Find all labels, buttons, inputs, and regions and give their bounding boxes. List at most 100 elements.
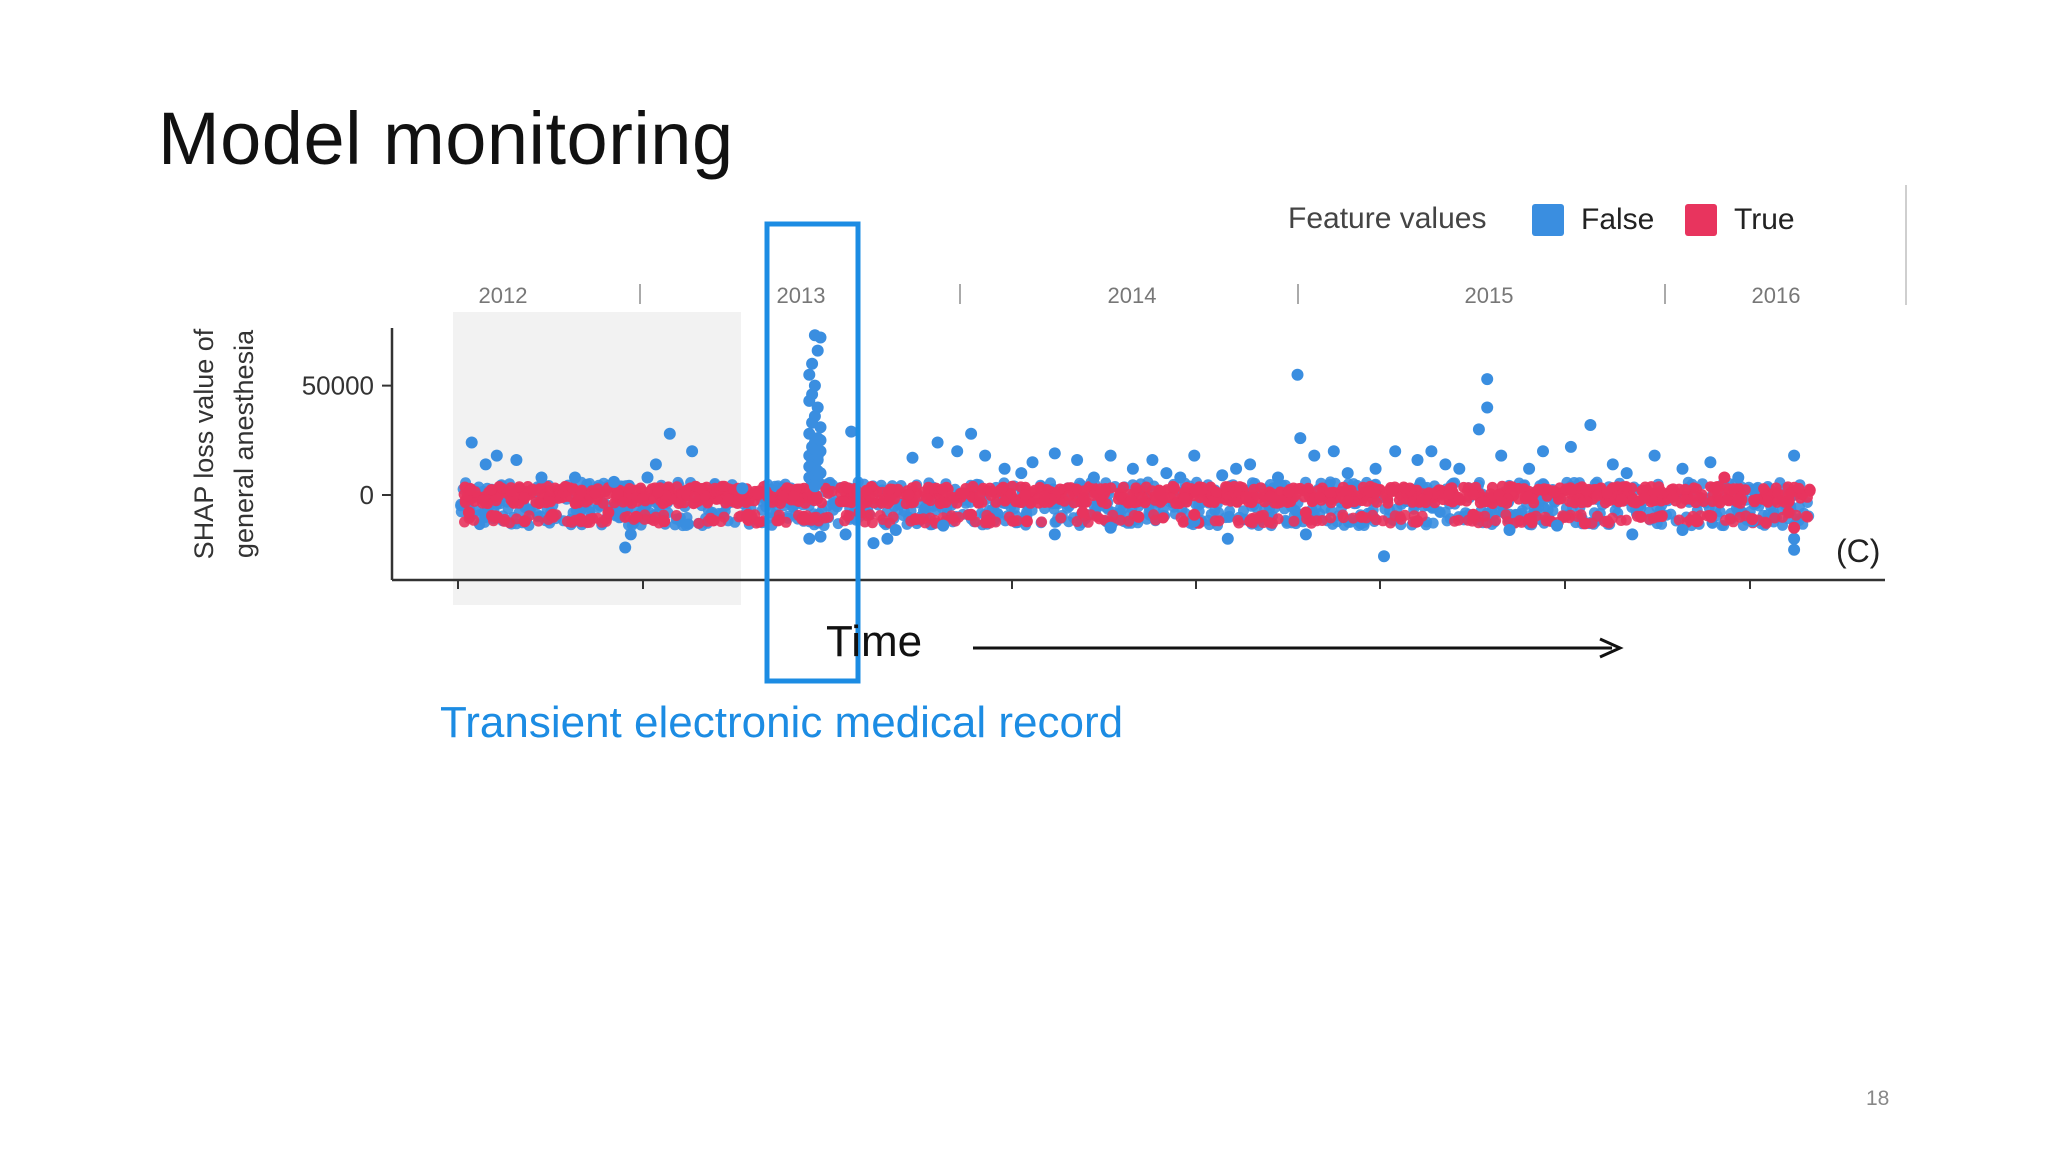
panel-tag: (C) — [1836, 533, 1881, 569]
true-band-point — [1620, 481, 1632, 492]
true-band-point — [1342, 495, 1354, 507]
y-axis-label: SHAP loss value of — [189, 328, 219, 559]
true-band-point — [631, 495, 643, 507]
true-band-point — [1130, 482, 1142, 494]
true-band-point — [990, 516, 1002, 528]
true-band-point — [974, 489, 986, 501]
true-band-point — [777, 490, 789, 502]
false-point — [803, 532, 816, 545]
true-band-point — [1159, 492, 1171, 504]
year-label-2016: 2016 — [1752, 283, 1801, 308]
true-band-point — [569, 498, 581, 510]
true-point — [1718, 471, 1731, 484]
false-point — [1341, 467, 1354, 480]
true-band-point — [1458, 481, 1470, 493]
false-point — [1087, 471, 1100, 484]
false-point — [803, 368, 816, 381]
true-band-point — [1314, 492, 1326, 503]
false-band-point — [1547, 505, 1559, 517]
true-band-point — [716, 480, 728, 492]
true-band-point — [1149, 491, 1161, 503]
true-point — [1523, 513, 1536, 526]
true-band-point — [575, 486, 587, 498]
false-point — [937, 519, 950, 532]
false-point — [1676, 462, 1689, 475]
false-point — [867, 537, 880, 550]
true-band-point — [715, 516, 727, 527]
true-band-point — [1178, 492, 1190, 504]
true-point — [1578, 517, 1591, 530]
y-axis-label: general anesthesia — [229, 329, 259, 558]
true-band-point — [722, 493, 734, 505]
true-band-point — [1080, 496, 1092, 508]
true-band-point — [937, 497, 949, 509]
false-point — [1230, 462, 1243, 475]
true-point — [965, 508, 978, 521]
true-band-point — [859, 516, 871, 528]
true-band-point — [1276, 494, 1287, 506]
false-point — [736, 482, 749, 495]
true-band-point — [807, 512, 819, 524]
true-band-point — [541, 480, 553, 492]
true-band-point — [946, 510, 957, 522]
false-point — [1704, 456, 1717, 469]
true-point — [1467, 508, 1480, 521]
true-point — [602, 506, 615, 519]
true-band-point — [1337, 512, 1349, 524]
true-band-point — [1039, 490, 1050, 502]
true-band-point — [530, 496, 542, 508]
false-point — [1048, 447, 1061, 460]
false-point — [951, 445, 964, 458]
true-band-point — [1468, 489, 1480, 501]
false-band-point — [1289, 504, 1301, 516]
true-band-point — [1363, 486, 1375, 498]
true-band-point — [1010, 496, 1022, 508]
false-point — [965, 427, 978, 440]
false-point — [1564, 440, 1577, 453]
true-point — [490, 510, 503, 523]
true-band-point — [635, 482, 647, 494]
true-band-point — [822, 511, 834, 523]
true-band-point — [566, 482, 578, 494]
true-band-point — [752, 488, 763, 500]
true-band-point — [1761, 495, 1773, 507]
true-band-point — [1615, 493, 1627, 505]
true-point — [909, 513, 922, 526]
false-point — [1327, 445, 1340, 458]
true-band-point — [1231, 496, 1243, 508]
true-band-point — [1234, 481, 1246, 493]
true-band-point — [1095, 483, 1107, 495]
false-point — [881, 532, 894, 545]
false-point — [465, 436, 478, 449]
true-band-point — [1453, 491, 1465, 503]
false-point — [1188, 449, 1201, 462]
true-band-point — [1591, 490, 1603, 502]
false-point — [1291, 368, 1304, 381]
y-tick-label: 0 — [360, 480, 374, 510]
true-band-point — [592, 512, 604, 524]
true-point — [741, 508, 754, 521]
true-band-point — [1783, 489, 1795, 500]
true-band-point — [1005, 488, 1017, 500]
true-band-point — [485, 484, 497, 496]
true-band-point — [694, 483, 706, 495]
true-band-point — [1025, 497, 1036, 509]
false-point — [1160, 467, 1173, 480]
true-band-point — [1615, 515, 1627, 526]
true-band-point — [1407, 496, 1418, 508]
true-band-point — [1580, 485, 1592, 496]
true-band-point — [1599, 516, 1611, 527]
true-band-point — [1800, 510, 1812, 522]
true-band-point — [504, 517, 516, 529]
true-band-point — [1769, 512, 1781, 524]
true-band-point — [1639, 492, 1651, 504]
true-band-point — [1361, 495, 1373, 507]
false-point — [1453, 462, 1466, 475]
false-band-point — [1434, 507, 1446, 518]
true-band-point — [1019, 489, 1031, 501]
false-point — [1648, 449, 1661, 462]
false-point — [1294, 432, 1307, 445]
data-points — [462, 329, 1801, 563]
false-point — [1411, 454, 1424, 466]
